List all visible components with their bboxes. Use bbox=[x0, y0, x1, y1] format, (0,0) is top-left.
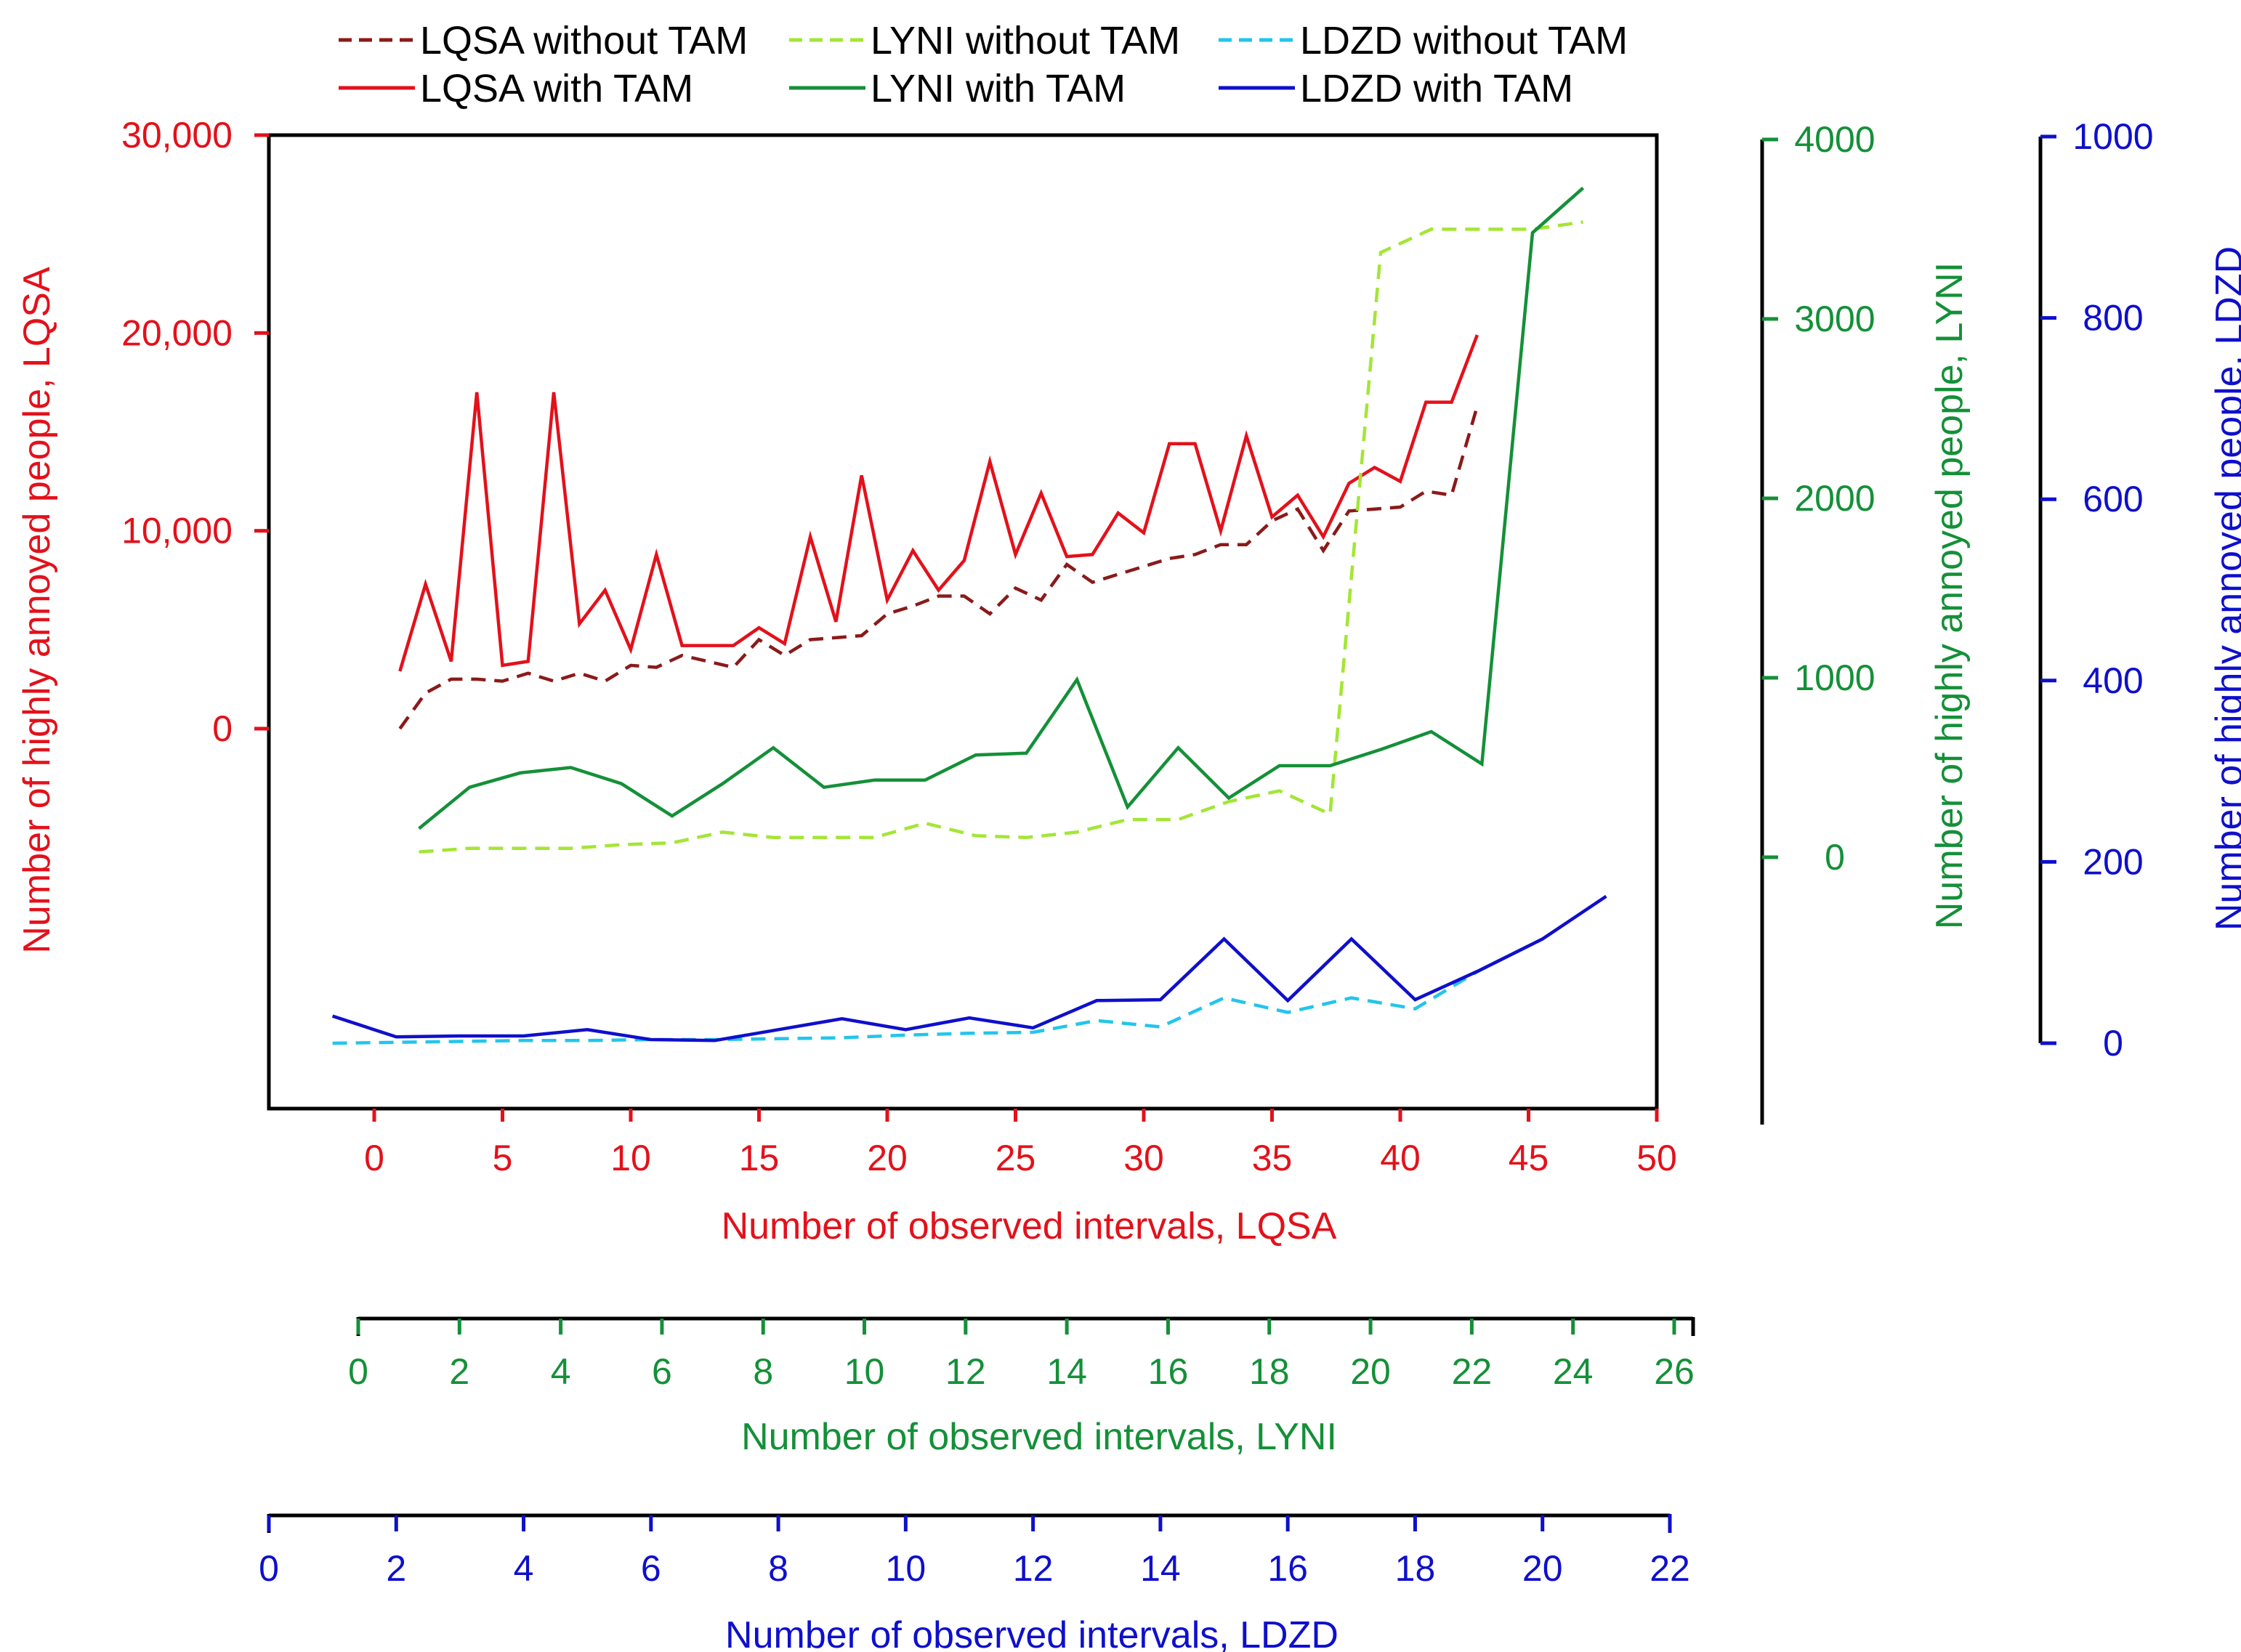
legend-entry: LDZD with TAM bbox=[1219, 67, 1573, 110]
x-tick-label: 4 bbox=[551, 1351, 571, 1392]
series-line-ldzd-without-tam bbox=[332, 937, 1543, 1045]
x-tick-label: 20 bbox=[1350, 1351, 1391, 1392]
legend-label: LYNI without TAM bbox=[871, 19, 1180, 62]
x-tick-label: 35 bbox=[1252, 1138, 1293, 1178]
x-tick-label: 16 bbox=[1267, 1548, 1308, 1589]
x-tick-label: 45 bbox=[1509, 1138, 1549, 1178]
y-tick-label: 0 bbox=[2103, 1023, 2123, 1064]
x-tick-label: 26 bbox=[1654, 1351, 1695, 1392]
legend-entry: LQSA without TAM bbox=[339, 19, 748, 62]
y-lyni-axis: 0 1000 2000 3000 4000 Number of highly annoye… bbox=[1760, 119, 1971, 1125]
y-tick-label: 800 bbox=[2083, 298, 2143, 339]
legend-entry: LDZD without TAM bbox=[1219, 19, 1628, 62]
y-tick-label: 30,000 bbox=[121, 115, 233, 155]
x-tick-label: 40 bbox=[1380, 1138, 1421, 1178]
x-tick-label: 0 bbox=[259, 1548, 279, 1589]
series-line-ldzd-with-tam bbox=[331, 894, 1607, 1042]
legend-entry: LYNI without TAM bbox=[789, 19, 1180, 62]
y-ldzd-axis-title: Number of highly annoyed people, LDZD bbox=[2208, 246, 2241, 931]
y-tick-label: 200 bbox=[2083, 841, 2143, 882]
legend-label: LDZD with TAM bbox=[1300, 67, 1573, 110]
y-ldzd-axis: 0 200 400 600 800 1000 Number of highly annoye… bbox=[2038, 116, 2241, 1064]
series-line-lqsa-with-tam bbox=[398, 334, 1479, 672]
y-lqsa-axis-title: Number of highly annoyed people, LQSA bbox=[16, 267, 58, 954]
legend-entry: LQSA with TAM bbox=[339, 67, 693, 110]
x-tick-label: 6 bbox=[641, 1548, 661, 1589]
legend-label: LYNI with TAM bbox=[871, 67, 1126, 110]
x-tick-label: 10 bbox=[886, 1548, 926, 1589]
x-tick-label: 2 bbox=[449, 1351, 469, 1392]
x-lqsa-axis: 0 5 10 15 20 25 30 35 40 45 50 Number of observed i… bbox=[364, 1109, 1677, 1247]
x-tick-label: 14 bbox=[1140, 1548, 1181, 1589]
y-tick-label: 10,000 bbox=[121, 511, 233, 551]
x-tick-label: 24 bbox=[1553, 1351, 1594, 1392]
x-tick-label: 8 bbox=[768, 1548, 788, 1589]
y-tick-label: 2000 bbox=[1794, 478, 1875, 519]
x-tick-label: 20 bbox=[867, 1138, 908, 1178]
plot-area-frame bbox=[267, 133, 1659, 1111]
chart-legend: LQSA without TAM LYNI without TAM LDZD wit… bbox=[339, 19, 1628, 110]
x-tick-label: 12 bbox=[1013, 1548, 1054, 1589]
x-tick-label: 5 bbox=[493, 1138, 513, 1178]
y-lyni-axis-title: Number of highly annoyed people, LYNI bbox=[1929, 262, 1971, 929]
series-line-lqsa-without-tam bbox=[398, 405, 1479, 730]
x-lqsa-axis-title: Number of observed intervals, LQSA bbox=[722, 1205, 1337, 1247]
y-tick-label: 0 bbox=[212, 708, 233, 749]
x-tick-label: 6 bbox=[652, 1351, 672, 1392]
x-tick-label: 15 bbox=[739, 1138, 780, 1178]
x-tick-label: 50 bbox=[1636, 1138, 1677, 1178]
y-lqsa-axis: 0 10,000 20,000 30,000 Number of highly anno… bbox=[16, 115, 269, 954]
x-tick-label: 30 bbox=[1123, 1138, 1164, 1178]
legend-label: LQSA with TAM bbox=[420, 67, 693, 110]
y-tick-label: 1000 bbox=[1794, 657, 1875, 698]
x-lyni-axis-title: Number of observed intervals, LYNI bbox=[741, 1416, 1337, 1458]
legend-label: LQSA without TAM bbox=[420, 19, 748, 62]
series-line-lyni-without-tam bbox=[419, 220, 1583, 854]
x-tick-label: 10 bbox=[844, 1351, 885, 1392]
x-tick-label: 20 bbox=[1522, 1548, 1563, 1589]
x-tick-label: 8 bbox=[753, 1351, 773, 1392]
y-tick-label: 600 bbox=[2083, 479, 2143, 519]
legend-label: LDZD without TAM bbox=[1300, 19, 1628, 62]
x-tick-label: 18 bbox=[1395, 1548, 1436, 1589]
x-ldzd-axis-title: Number of observed intervals, LDZD bbox=[725, 1614, 1338, 1652]
series-line-lyni-with-tam bbox=[418, 187, 1585, 830]
x-tick-label: 2 bbox=[386, 1548, 406, 1589]
y-tick-label: 400 bbox=[2083, 660, 2143, 701]
y-tick-label: 20,000 bbox=[121, 312, 233, 353]
y-tick-label: 3000 bbox=[1794, 299, 1875, 339]
x-tick-label: 18 bbox=[1249, 1351, 1290, 1392]
x-ldzd-axis: 0 2 4 6 8 10 12 14 16 18 20 22 Number of observed in… bbox=[259, 1513, 1690, 1652]
series-layer bbox=[331, 187, 1607, 1045]
x-tick-label: 0 bbox=[348, 1351, 368, 1392]
x-tick-label: 22 bbox=[1650, 1548, 1690, 1589]
x-tick-label: 12 bbox=[945, 1351, 986, 1392]
y-tick-label: 4000 bbox=[1794, 119, 1875, 160]
x-tick-label: 22 bbox=[1452, 1351, 1493, 1392]
y-tick-label: 0 bbox=[1825, 837, 1845, 878]
x-tick-label: 10 bbox=[610, 1138, 651, 1178]
x-tick-label: 14 bbox=[1046, 1351, 1087, 1392]
y-tick-label: 1000 bbox=[2072, 116, 2153, 157]
x-tick-label: 0 bbox=[364, 1138, 384, 1178]
legend-entry: LYNI with TAM bbox=[789, 67, 1126, 110]
x-tick-label: 4 bbox=[514, 1548, 534, 1589]
x-tick-label: 16 bbox=[1148, 1351, 1189, 1392]
x-tick-label: 25 bbox=[996, 1138, 1036, 1178]
